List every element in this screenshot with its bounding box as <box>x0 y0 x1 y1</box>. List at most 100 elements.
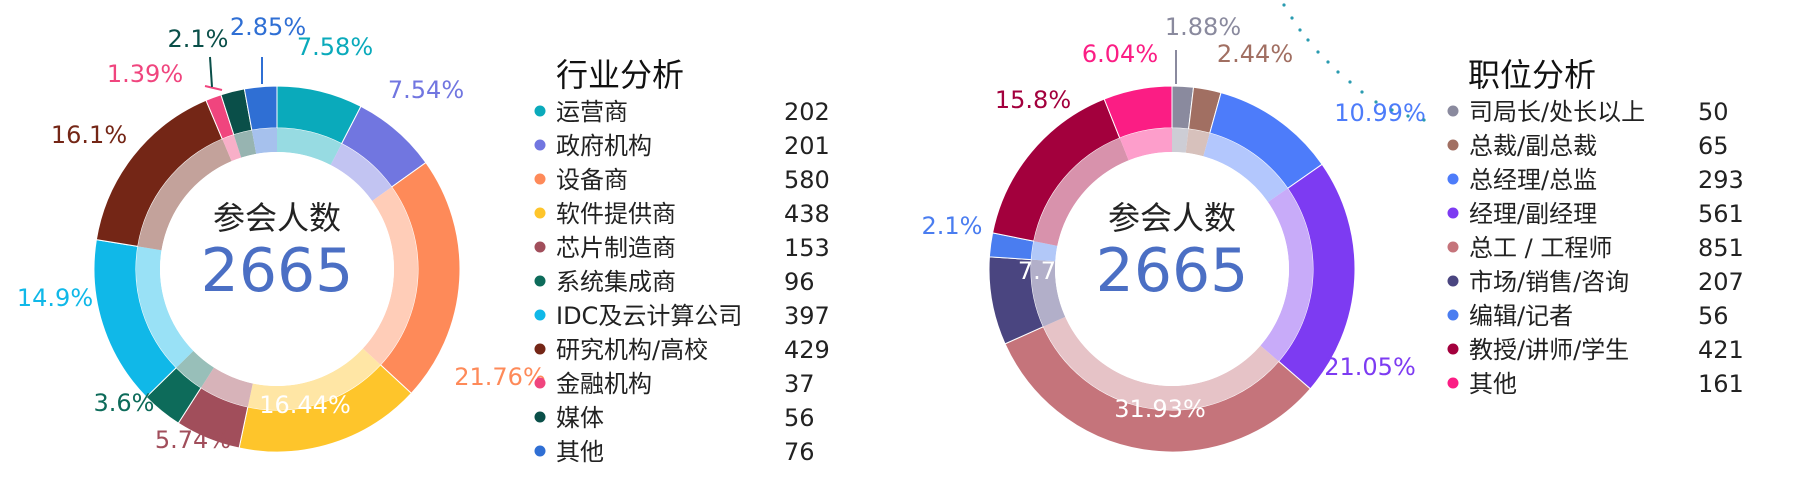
legend-title: 行业分析 <box>556 56 684 94</box>
legend-marker-5 <box>534 275 546 287</box>
leader-line-8 <box>204 85 223 91</box>
legend-label-0: 运营商 <box>556 98 628 126</box>
slice-inner-10 <box>251 128 277 154</box>
legend-value-8: 37 <box>784 370 815 398</box>
decor-dot-11 <box>1406 114 1410 118</box>
legend-label-6: 编辑/记者 <box>1469 302 1573 330</box>
slice-inner-3 <box>247 348 381 410</box>
legend-value-10: 76 <box>784 438 815 466</box>
center-label: 参会人数 <box>1108 199 1236 237</box>
legend-value-1: 65 <box>1698 132 1729 160</box>
legend-marker-2 <box>534 173 546 185</box>
percent-label-3: 16.44% <box>259 391 351 419</box>
percent-label-1: 2.44% <box>1217 40 1293 68</box>
slice-inner-5 <box>1031 259 1066 327</box>
slice-inner-4 <box>1043 316 1279 410</box>
legend-label-8: 其他 <box>1469 370 1517 398</box>
legend-value-0: 202 <box>784 98 830 126</box>
percent-label-10: 2.85% <box>230 13 306 41</box>
legend-marker-9 <box>534 411 546 423</box>
percent-label-0: 1.88% <box>1165 13 1241 41</box>
legend-value-5: 207 <box>1698 268 1744 296</box>
percent-label-3: 21.05% <box>1324 353 1416 381</box>
legend-value-0: 50 <box>1698 98 1729 126</box>
legend-marker-8 <box>534 377 546 389</box>
slice-inner-2 <box>362 186 418 365</box>
legend-value-3: 561 <box>1698 200 1744 228</box>
decor-dot-12 <box>1422 118 1426 122</box>
decor-dot-5 <box>1326 60 1330 64</box>
legend-marker-4 <box>534 241 546 253</box>
percent-label-8: 1.39% <box>107 60 183 88</box>
slice-inner-1 <box>1185 128 1210 157</box>
percent-label-0: 7.58% <box>297 33 373 61</box>
legend-marker-2 <box>1447 173 1459 185</box>
legend-label-5: 系统集成商 <box>556 268 676 296</box>
legend-marker-4 <box>1447 241 1459 253</box>
legend-marker-7 <box>534 343 546 355</box>
legend-value-4: 851 <box>1698 234 1744 262</box>
legend-marker-1 <box>534 139 546 151</box>
legend-value-1: 201 <box>784 132 830 160</box>
center-value: 2665 <box>1096 236 1249 306</box>
percent-label-9: 2.1% <box>168 25 229 53</box>
slice-inner-2 <box>1203 133 1288 203</box>
legend-label-7: 教授/讲师/学生 <box>1469 336 1629 364</box>
legend-value-9: 56 <box>784 404 815 432</box>
decor-dot-6 <box>1336 70 1340 74</box>
legend-label-7: 研究机构/高校 <box>556 336 708 364</box>
percent-label-6: 2.1% <box>922 212 983 240</box>
decor-dot-3 <box>1306 38 1310 42</box>
legend-value-6: 397 <box>784 302 830 330</box>
slice-inner-5 <box>176 350 214 388</box>
legend-marker-3 <box>534 207 546 219</box>
slice-inner-8 <box>1119 128 1172 161</box>
percent-label-5: 7.77% <box>1018 257 1094 285</box>
slice-inner-7 <box>137 139 232 251</box>
legend-marker-7 <box>1447 343 1459 355</box>
legend-label-5: 市场/销售/咨询 <box>1469 268 1629 296</box>
legend-label-3: 软件提供商 <box>556 200 676 228</box>
legend-label-4: 总工 / 工程师 <box>1469 234 1612 262</box>
decor-dot-10 <box>1390 108 1394 112</box>
slice-inner-1 <box>330 143 392 201</box>
legend-label-0: 司局长/处长以上 <box>1469 98 1645 126</box>
decor-dot-4 <box>1316 50 1320 54</box>
legend-value-2: 293 <box>1698 166 1744 194</box>
decor-dot-7 <box>1348 80 1352 84</box>
legend-label-2: 设备商 <box>556 166 628 194</box>
legend-label-4: 芯片制造商 <box>556 234 676 262</box>
percent-label-4: 5.74% <box>155 426 231 454</box>
percent-label-2: 21.76% <box>454 363 546 391</box>
slice-inner-0 <box>277 128 342 166</box>
percent-label-8: 6.04% <box>1082 40 1158 68</box>
slice-inner-8 <box>222 134 242 162</box>
decor-dot-2 <box>1298 28 1302 32</box>
donut-center <box>1055 152 1289 386</box>
decor-dot-8 <box>1360 90 1364 94</box>
legend-marker-10 <box>534 445 546 457</box>
legend-marker-5 <box>1447 275 1459 287</box>
legend-value-2: 580 <box>784 166 830 194</box>
leader-line-9 <box>209 56 213 88</box>
donut-center <box>160 152 394 386</box>
percent-label-4: 31.93% <box>1114 395 1206 423</box>
legend-value-7: 421 <box>1698 336 1744 364</box>
percent-label-1: 7.54% <box>388 76 464 104</box>
percent-label-7: 15.8% <box>995 86 1071 114</box>
center-label: 参会人数 <box>213 199 341 237</box>
percent-label-7: 16.1% <box>51 121 127 149</box>
legend-label-8: 金融机构 <box>556 370 652 398</box>
decor-dot-0 <box>1282 3 1286 7</box>
legend-value-8: 161 <box>1698 370 1744 398</box>
legend-marker-8 <box>1447 377 1459 389</box>
legend-marker-0 <box>534 105 546 117</box>
legend-label-9: 媒体 <box>556 404 604 432</box>
legend-value-3: 438 <box>784 200 830 228</box>
legend-label-3: 经理/副经理 <box>1469 200 1597 228</box>
legend-value-7: 429 <box>784 336 830 364</box>
legend-label-6: IDC及云计算公司 <box>556 302 742 330</box>
percent-label-5: 3.6% <box>94 389 155 417</box>
